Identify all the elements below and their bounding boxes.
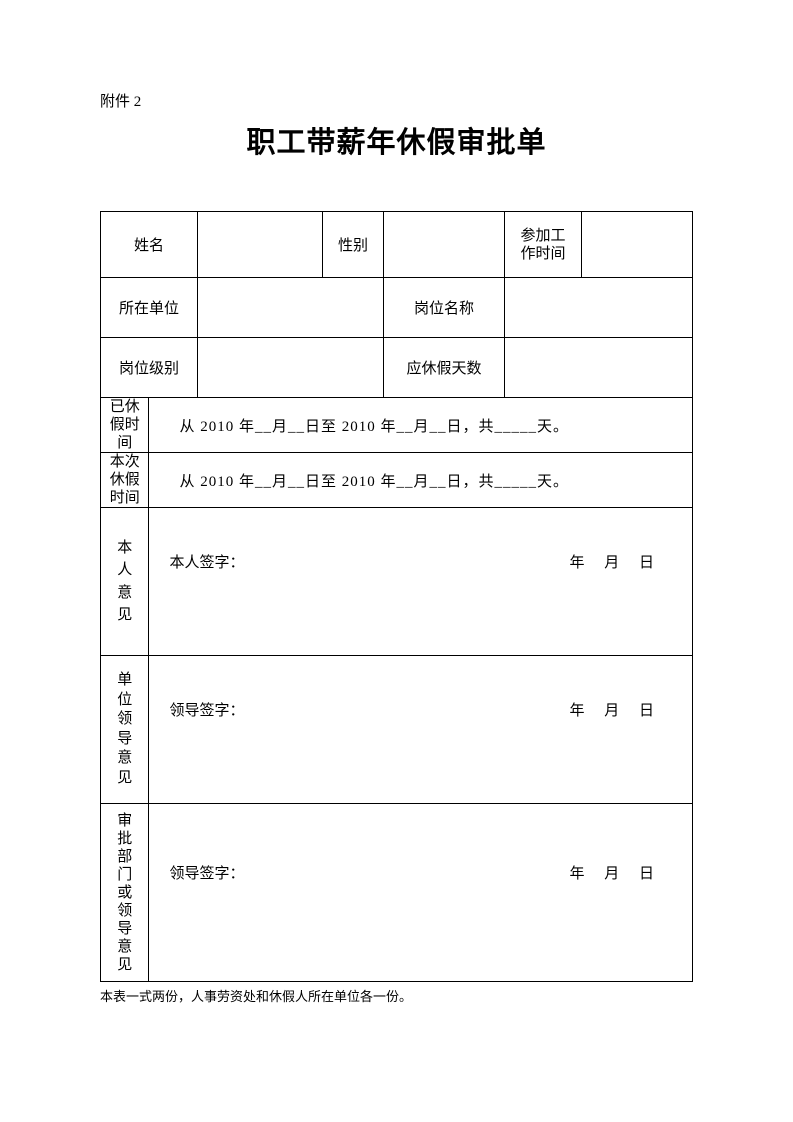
days-label: 应休假天数: [383, 338, 504, 398]
page-title: 职工带薪年休假审批单: [100, 119, 693, 161]
unit-leader-opinion-cell: 领导签字： 年 月 日: [149, 656, 693, 804]
self-opinion-cell: 本人签字： 年 月 日: [149, 508, 693, 656]
level-value: [197, 338, 383, 398]
approval-dept-opinion-label: 审 批 部 门 或 领 导 意 见: [101, 804, 149, 982]
join-time-label: 参加工 作时间: [505, 212, 582, 278]
unit-leader-sign-date: 年 月 日: [569, 699, 662, 720]
unit-label: 所在单位: [101, 278, 198, 338]
position-value: [505, 278, 693, 338]
unit-leader-opinion-label: 单 位 领 导 意 见: [101, 656, 149, 804]
self-sign-date: 年 月 日: [569, 551, 662, 572]
approval-form-table: 姓名 性别 参加工 作时间 所在单位 岗位名称 岗位级别 应休假天数: [100, 211, 693, 982]
position-label: 岗位名称: [383, 278, 504, 338]
name-label: 姓名: [101, 212, 198, 278]
gender-value: [383, 212, 504, 278]
join-time-value: [581, 212, 692, 278]
self-opinion-label: 本 人 意 见: [101, 508, 149, 656]
this-leave-content: 从 2010 年__月__日至 2010 年__月__日，共_____天。: [149, 453, 693, 508]
taken-leave-content: 从 2010 年__月__日至 2010 年__月__日，共_____天。: [149, 398, 693, 453]
attachment-label: 附件 2: [100, 90, 693, 111]
gender-label: 性别: [323, 212, 384, 278]
name-value: [197, 212, 322, 278]
days-value: [505, 338, 693, 398]
level-label: 岗位级别: [101, 338, 198, 398]
page: 附件 2 职工带薪年休假审批单 姓名 性别 参加工 作时间: [0, 0, 793, 1122]
unit-value: [197, 278, 383, 338]
footnote: 本表一式两份，人事劳资处和休假人所在单位各一份。: [100, 986, 693, 1005]
taken-leave-label: 已休 假时 间: [101, 398, 149, 453]
approval-dept-sign-date: 年 月 日: [569, 862, 662, 883]
approval-dept-opinion-cell: 领导签字： 年 月 日: [149, 804, 693, 982]
this-leave-label: 本次 休假 时间: [101, 453, 149, 508]
